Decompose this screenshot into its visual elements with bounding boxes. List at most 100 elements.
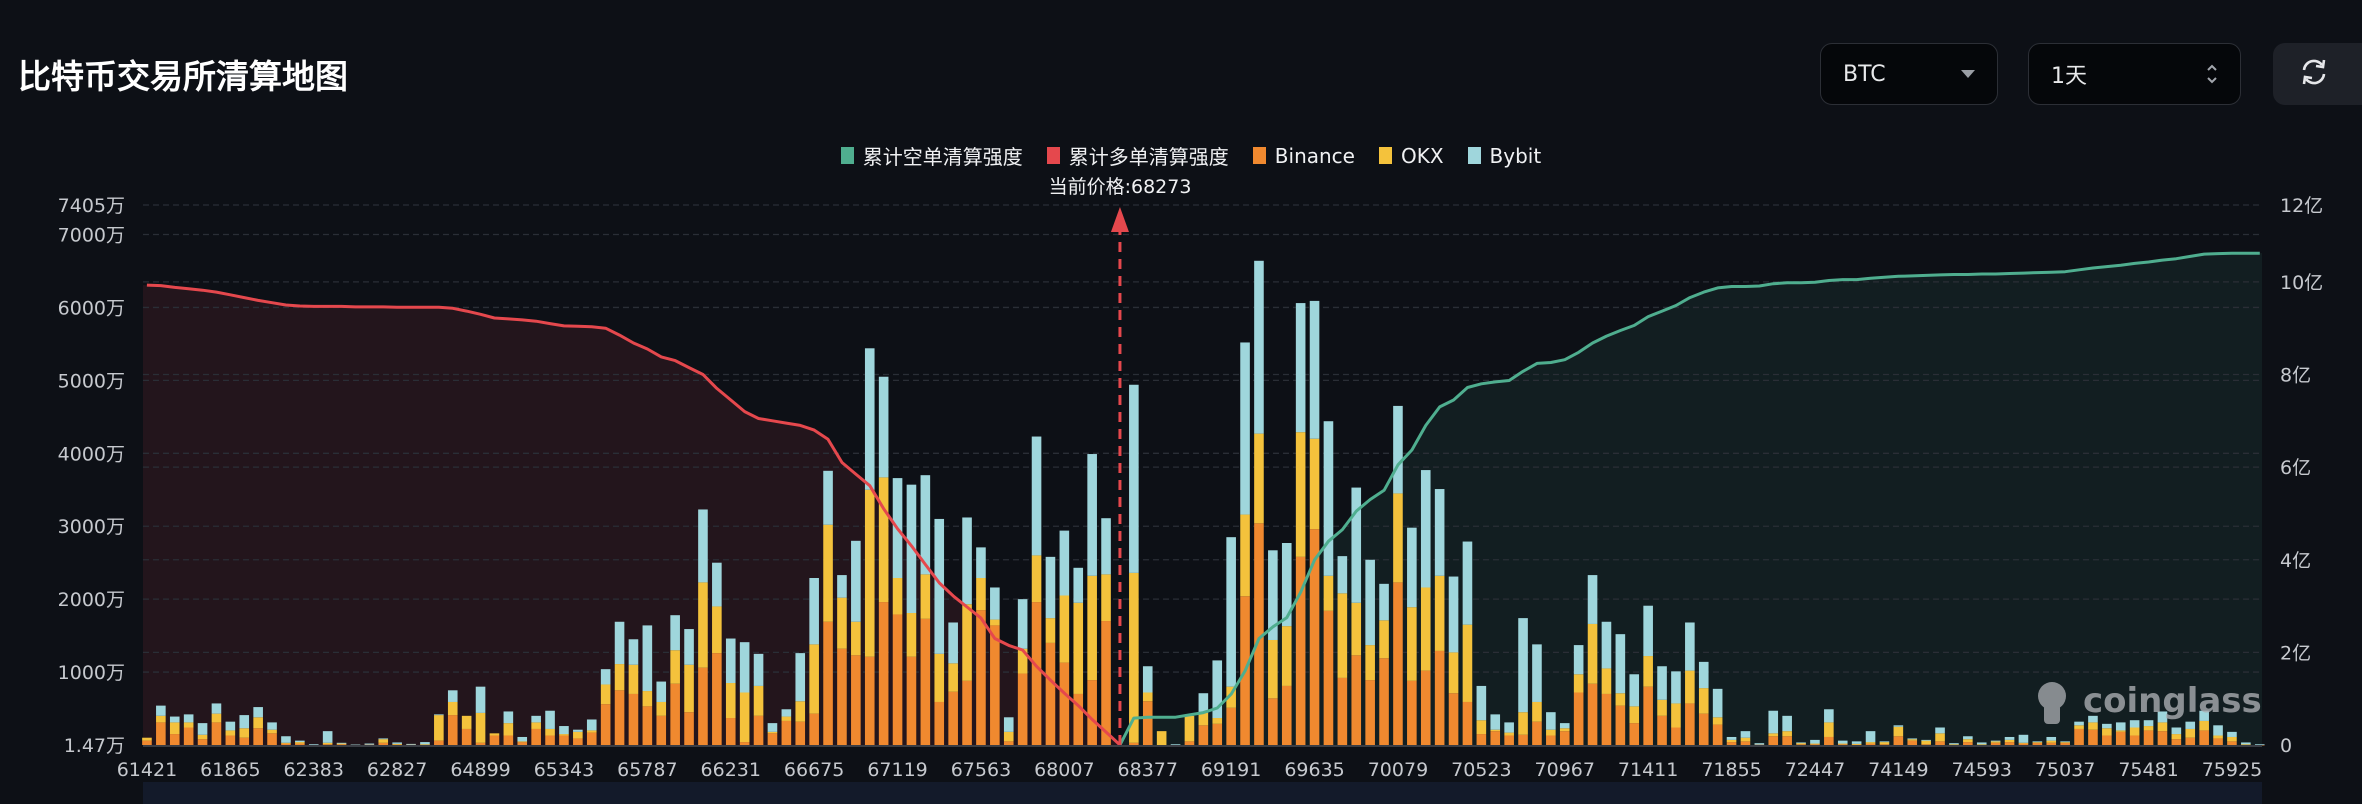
- bar-segment-okx: [1782, 731, 1792, 737]
- bar-segment-okx: [1295, 432, 1306, 557]
- mascot-logo-icon: [2038, 682, 2066, 710]
- x-tick-label: 62383: [284, 759, 344, 781]
- bar-segment-bybit: [378, 738, 389, 740]
- bar-segment-bybit: [197, 723, 208, 735]
- legend-short-cum[interactable]: 累计空单清算强度: [840, 141, 1023, 170]
- bar-segment-binance: [642, 706, 653, 745]
- bar-segment-binance: [1768, 736, 1779, 745]
- bar-segment-binance: [892, 614, 903, 745]
- legend-long-cum[interactable]: 累计多单清算强度: [1046, 141, 1229, 170]
- bar-segment-okx: [1518, 712, 1528, 735]
- y-left-tick-label: 4000万: [58, 443, 125, 465]
- bar-segment-binance: [225, 735, 236, 745]
- bar-segment-okx: [1393, 493, 1403, 583]
- bar-segment-binance: [656, 715, 667, 745]
- legend-okx[interactable]: OKX: [1378, 141, 1444, 170]
- bar-segment-okx: [1226, 686, 1236, 708]
- y-right-tick-label: 10亿: [2280, 272, 2323, 294]
- bar-segment-bybit: [976, 547, 986, 579]
- bar-segment-binance: [878, 602, 889, 745]
- bar-segment-bybit: [823, 470, 833, 525]
- bar-segment-binance: [1698, 713, 1709, 745]
- bar-segment-binance: [753, 715, 764, 745]
- bar-segment-bybit: [211, 703, 222, 714]
- bar-segment-okx: [211, 713, 222, 723]
- bar-segment-okx: [142, 737, 152, 741]
- legend-swatch: [1378, 147, 1392, 164]
- bar-segment-binance: [1907, 740, 1918, 745]
- bar-segment-bybit: [545, 710, 555, 729]
- bar-segment-bybit: [920, 475, 931, 575]
- bar-segment-bybit: [1393, 405, 1403, 494]
- bar-segment-binance: [1587, 683, 1598, 745]
- bar-segment-okx: [864, 489, 875, 657]
- coin-select[interactable]: BTC: [1820, 43, 1998, 105]
- bar-segment-okx: [920, 574, 931, 619]
- legend-label: 累计多单清算强度: [1068, 145, 1229, 169]
- bar-segment-binance: [1629, 723, 1640, 745]
- bar-segment-okx: [2032, 742, 2043, 743]
- bar-segment-binance: [767, 733, 778, 745]
- bar-segment-bybit: [2046, 736, 2057, 741]
- bar-segment-bybit: [1170, 744, 1181, 746]
- bar-segment-bybit: [1685, 622, 1695, 671]
- bar-segment-binance: [517, 742, 528, 745]
- bar-segment-okx: [1129, 572, 1139, 743]
- bar-segment-okx: [1629, 706, 1640, 724]
- short-cum-area: [1119, 253, 2262, 745]
- bar-segment-okx: [962, 604, 972, 681]
- bar-segment-okx: [1101, 574, 1111, 622]
- legend-bybit[interactable]: Bybit: [1467, 141, 1541, 170]
- bar-segment-okx: [1142, 692, 1153, 702]
- bar-segment-bybit: [336, 742, 347, 744]
- bar-segment-binance: [906, 656, 917, 745]
- bar-segment-binance: [739, 742, 750, 745]
- bar-segment-bybit: [1643, 605, 1653, 657]
- bar-segment-okx: [1198, 712, 1209, 726]
- bar-segment-okx: [2171, 734, 2182, 740]
- x-tick-label: 62827: [367, 759, 427, 781]
- bar-segment-okx: [2129, 727, 2140, 736]
- bar-segment-bybit: [990, 587, 1000, 620]
- bar-segment-okx: [1407, 607, 1417, 681]
- bar-segment-bybit: [725, 638, 736, 684]
- bar-segment-bybit: [1504, 722, 1514, 733]
- bar-segment-binance: [1796, 744, 1806, 746]
- bar-segment-binance: [1990, 742, 2001, 745]
- legend-label: OKX: [1400, 143, 1444, 168]
- bar-segment-okx: [1824, 722, 1834, 737]
- x-tick-label: 70967: [1535, 759, 1595, 781]
- bar-segment-bybit: [1281, 543, 1292, 627]
- bar-segment-okx: [2157, 722, 2168, 732]
- long-cum-line: [146, 283, 1122, 747]
- bar-segment-bybit: [698, 509, 708, 583]
- bar-segment-binance: [1420, 670, 1431, 745]
- bar-segment-bybit: [1003, 717, 1014, 732]
- bar-segment-bybit: [1490, 714, 1501, 730]
- y-left-tick-label: 2000万: [58, 589, 125, 611]
- bar-segment-okx: [336, 743, 347, 745]
- bar-segment-okx: [1073, 602, 1084, 694]
- legend-binance[interactable]: Binance: [1252, 141, 1355, 170]
- zoom-slider: [143, 782, 2262, 804]
- bar-segment-binance: [1657, 715, 1667, 745]
- bar-segment-okx: [614, 664, 625, 691]
- bar-segment-okx: [795, 701, 806, 722]
- x-tick-label: 61865: [200, 759, 260, 781]
- bar-segment-okx: [1601, 668, 1612, 694]
- refresh-button[interactable]: [2273, 43, 2362, 105]
- bar-segment-bybit: [2241, 742, 2251, 745]
- bar-segment-okx: [2074, 725, 2084, 729]
- bar-segment-okx: [739, 692, 750, 743]
- bar-segment-binance: [628, 693, 639, 745]
- bar-segment-binance: [1003, 741, 1014, 745]
- bar-segment-okx: [295, 742, 305, 744]
- bar-segment-bybit: [2213, 725, 2223, 736]
- watermark-text: coinglass: [2083, 681, 2262, 721]
- range-select[interactable]: 1天: [2028, 43, 2241, 105]
- bar-segment-bybit: [2032, 741, 2043, 743]
- bar-segment-binance: [1671, 727, 1681, 745]
- bar-segment-okx: [1351, 602, 1362, 656]
- x-tick-label: 66231: [701, 759, 761, 781]
- bar-segment-bybit: [1893, 725, 1904, 727]
